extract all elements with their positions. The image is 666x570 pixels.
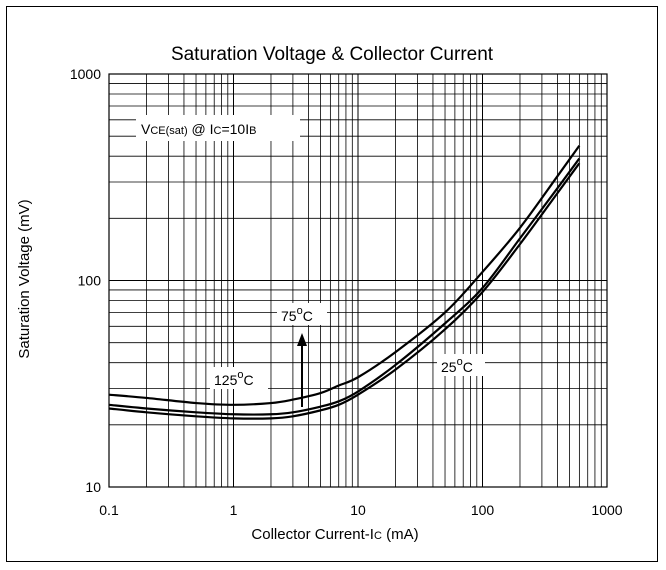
label-75c-bg — [277, 303, 327, 325]
y-tick-label: 100 — [78, 273, 102, 289]
y-tick-label: 1000 — [70, 66, 101, 82]
series-line-1 — [108, 157, 581, 416]
chart-title: Saturation Voltage & Collector Current — [171, 44, 494, 65]
label-75c: 75oC — [281, 305, 313, 324]
label-25c-bg — [437, 354, 485, 376]
x-tick-label: 1 — [230, 502, 238, 518]
x-tick-label: 100 — [471, 502, 495, 518]
grid-lines — [109, 74, 607, 487]
series-line-0 — [108, 144, 581, 406]
chart-frame: Saturation Voltage & Collector Current 0… — [6, 6, 658, 562]
y-tick-labels: 10 100 1000 — [70, 66, 101, 495]
plot-border — [108, 73, 608, 488]
label-25c: 25oC — [441, 356, 473, 375]
x-tick-labels: 0.1 1 10 100 1000 — [99, 502, 623, 518]
condition-label-bg — [136, 115, 300, 141]
x-tick-label: 10 — [350, 502, 366, 518]
series-lines — [108, 144, 581, 420]
label-125c-bg — [210, 367, 268, 389]
y-axis-label: Saturation Voltage (mV) — [16, 199, 33, 358]
saturation-voltage-chart: Saturation Voltage & Collector Current 0… — [16, 44, 623, 543]
x-tick-label: 0.1 — [99, 502, 119, 518]
arrow-75c-head — [297, 333, 307, 346]
series-line-2 — [108, 162, 581, 420]
y-tick-label: 10 — [85, 479, 101, 495]
x-tick-label: 1000 — [591, 502, 622, 518]
x-axis-label: Collector Current-IC (mA) — [251, 526, 418, 543]
label-125c: 125oC — [214, 369, 254, 388]
condition-label: VCE(sat) @ IC=10IB — [141, 121, 256, 137]
